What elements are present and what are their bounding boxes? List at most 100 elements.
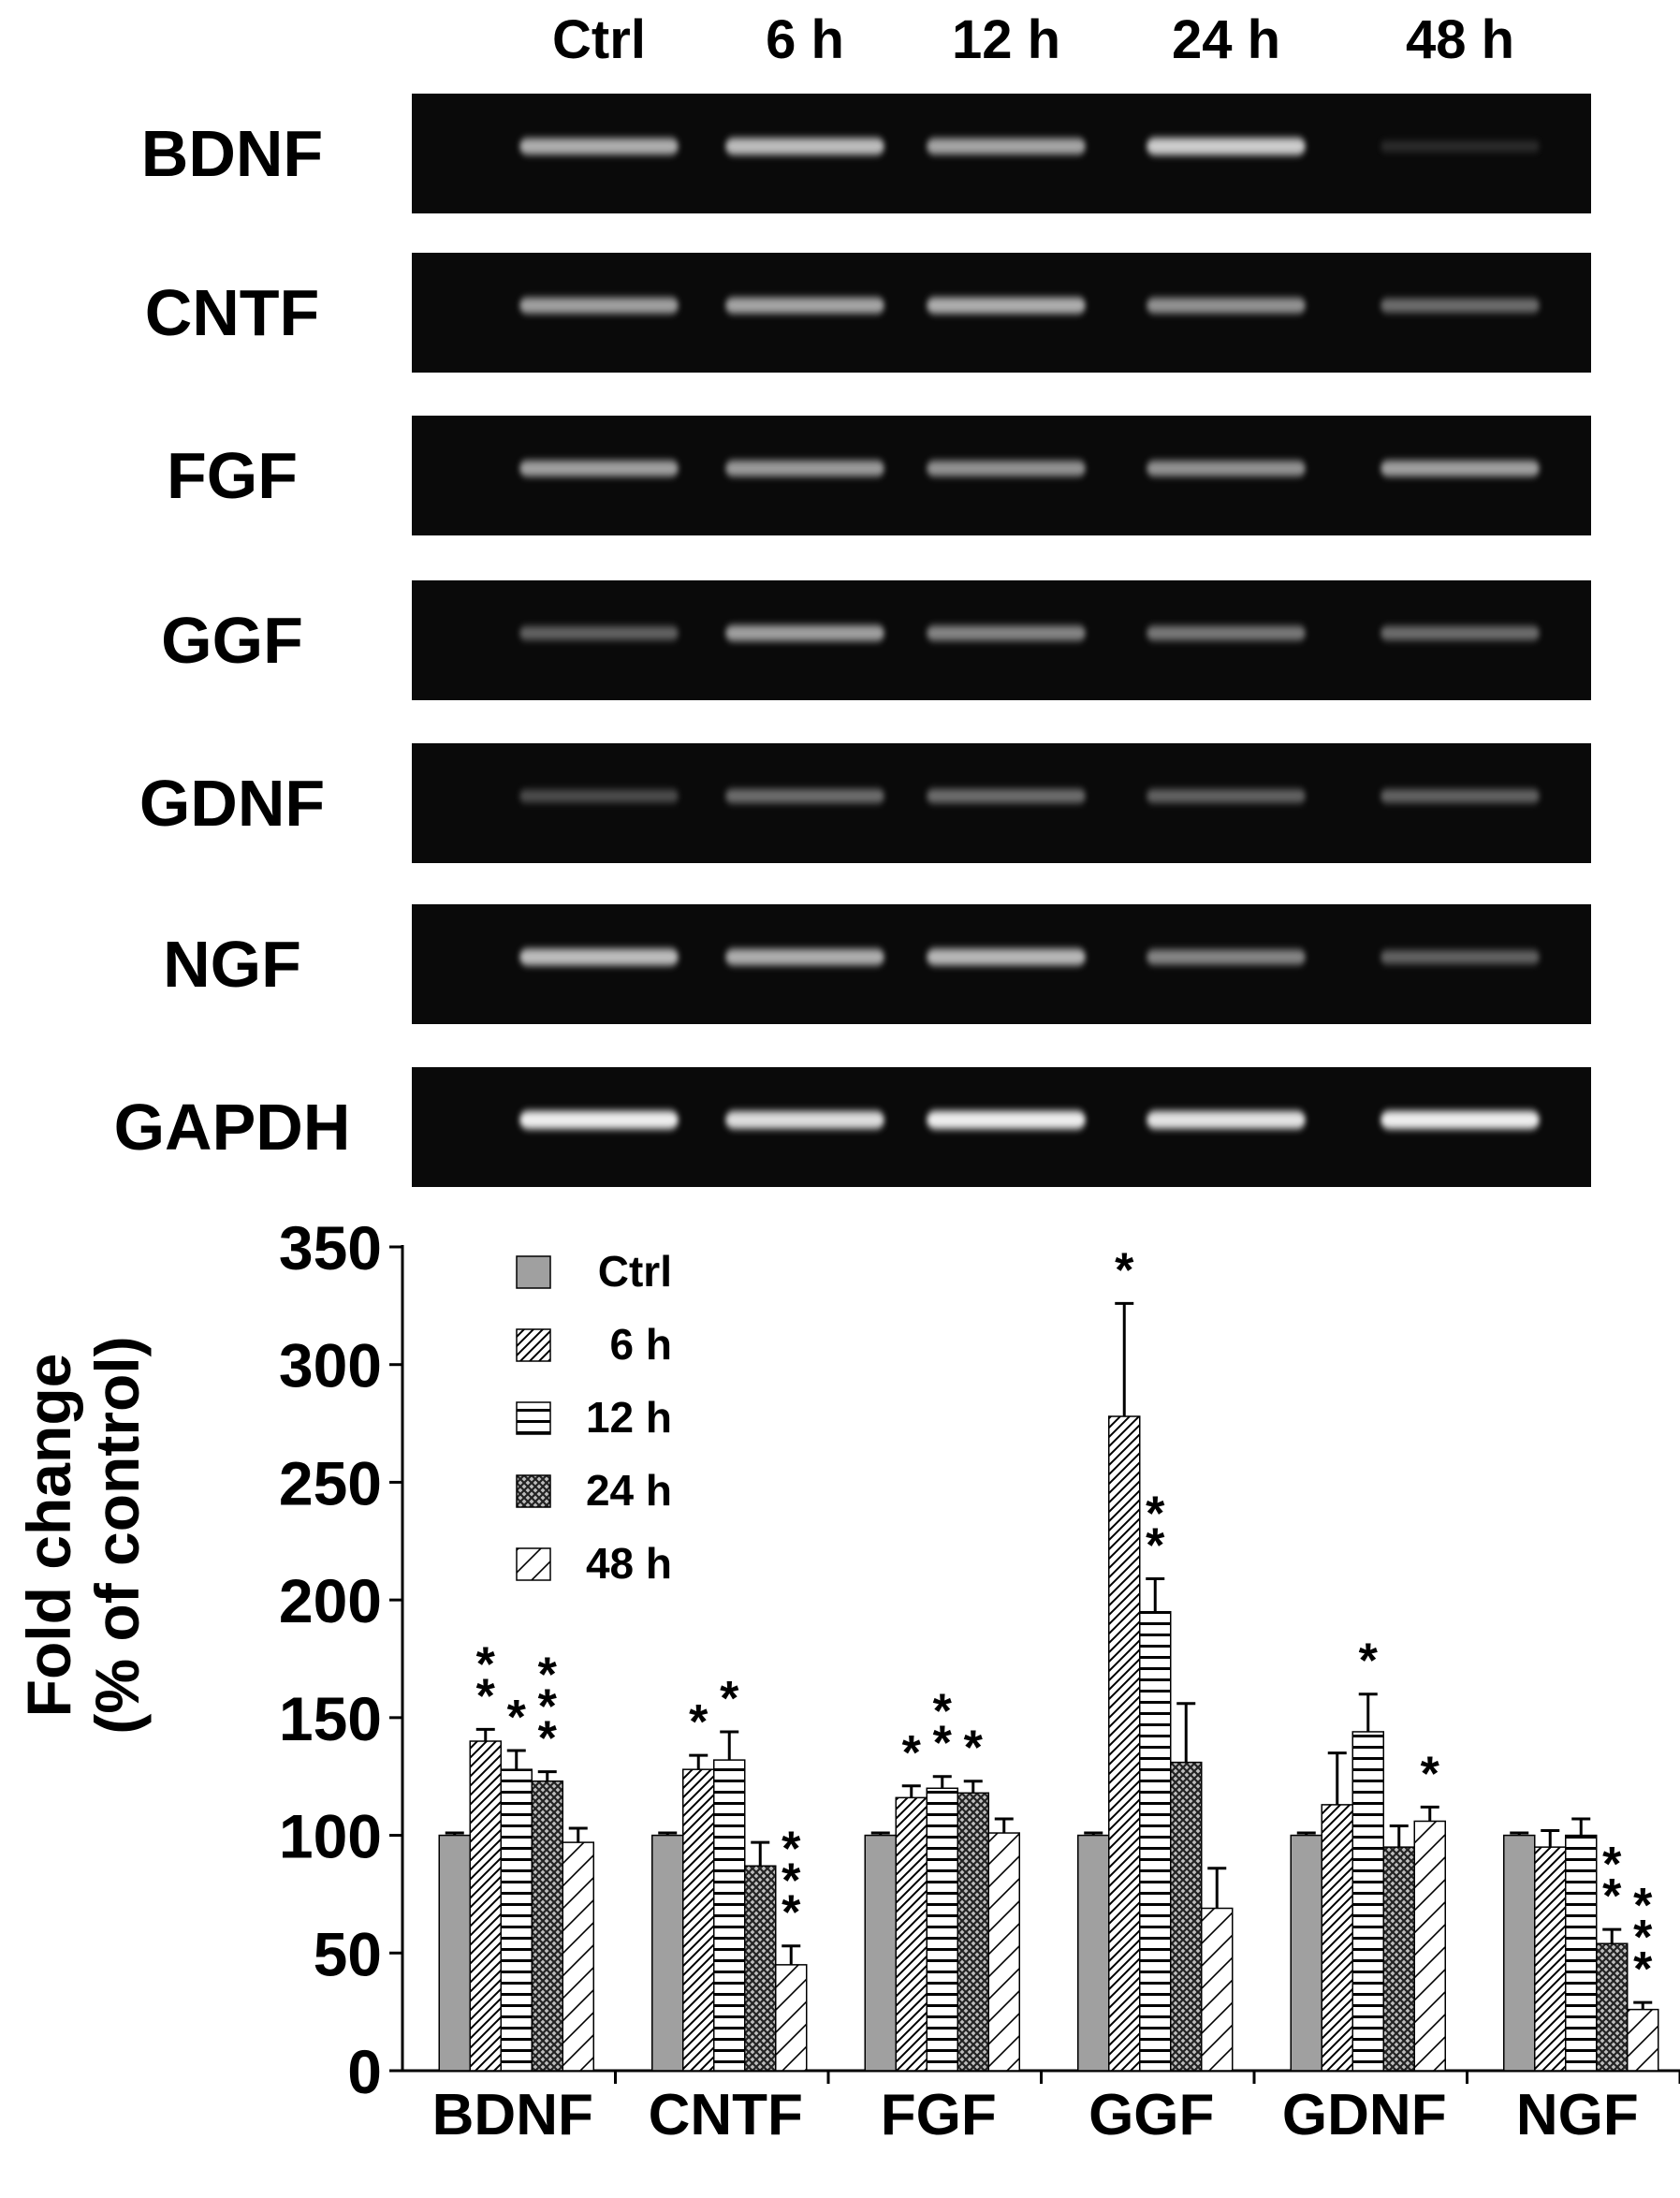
gel-lane-label: 6 h: [766, 9, 844, 70]
gel-band: [1381, 1110, 1540, 1130]
legend-label: 12 h: [586, 1393, 672, 1442]
y-tick-label: 350: [279, 1213, 382, 1282]
gel-band: [1147, 625, 1306, 641]
bar-12h: [926, 1787, 958, 2072]
bar-12h: [1565, 1834, 1598, 2072]
gel-row-label: GDNF: [139, 767, 325, 840]
bar-48h: [987, 1832, 1020, 2072]
error-bars: [445, 1301, 1653, 2010]
bar-24h: [1382, 1846, 1415, 2072]
gel-band: [927, 1110, 1086, 1130]
bar-24h: [1170, 1761, 1203, 2072]
legend-item: 12 h: [516, 1393, 672, 1442]
significance-mark: *: [1602, 1838, 1622, 1892]
gel-lane-labels: Ctrl 6 h 12 h 24 h 48 h: [552, 9, 1514, 70]
significance-mark: *: [1421, 1747, 1440, 1801]
bar-48h: [1201, 1907, 1234, 2072]
bar-ctrl: [1290, 1834, 1322, 2072]
bar-ctrl: [1077, 1834, 1110, 2072]
bar-6h: [895, 1796, 928, 2072]
gel-band: [725, 788, 884, 803]
bar-48h: [562, 1841, 594, 2072]
y-tick-label: 150: [279, 1684, 382, 1753]
bar-ctrl: [864, 1834, 897, 2072]
gel-lane-label: 12 h: [952, 9, 1060, 70]
gel-band: [519, 1110, 679, 1130]
gel-band: [927, 461, 1086, 476]
gel-lane-label: 24 h: [1172, 9, 1280, 70]
significance-mark: *: [1633, 1942, 1653, 1997]
gel-band: [1147, 949, 1306, 965]
significance-mark: *: [1115, 1243, 1134, 1297]
gel-row-gapdh: GAPDH: [114, 1067, 1591, 1187]
gel-band: [1147, 1110, 1306, 1129]
gel-band: [519, 948, 679, 966]
significance-mark: *: [538, 1680, 558, 1735]
legend: Ctrl 6 h 12 h 24 h 48 h: [516, 1247, 672, 1588]
x-tick-label: BDNF: [432, 2083, 593, 2147]
significance-marks: ** **** * ******* ******** ***: [476, 1243, 1654, 1997]
gel-band: [725, 297, 884, 314]
bar-series: [438, 1415, 1659, 2072]
bar-12h: [1139, 1610, 1172, 2072]
significance-mark: *: [1146, 1519, 1165, 1574]
gel-band: [927, 788, 1086, 803]
x-tick-label: NGF: [1516, 2083, 1639, 2147]
gel-row-fgf: FGF: [167, 416, 1591, 535]
gel-row-label: CNTF: [145, 276, 320, 349]
bar-6h: [1534, 1846, 1567, 2072]
gel-band: [1381, 950, 1540, 964]
significance-mark: *: [933, 1685, 953, 1739]
gel-rows: BDNF CNTF FGF GGF GDNF NGF GAPDH: [114, 94, 1591, 1187]
y-tick-label: 250: [279, 1448, 382, 1517]
bar-6h: [469, 1740, 502, 2072]
gel-strip: [412, 743, 1591, 863]
gel-band: [1381, 140, 1540, 153]
gel-lane-label: Ctrl: [552, 9, 646, 70]
gel-band: [519, 297, 679, 314]
gel-row-label: GGF: [161, 604, 303, 677]
significance-mark: *: [538, 1648, 558, 1703]
significance-mark: *: [782, 1886, 801, 1941]
gel-row-ggf: GGF: [161, 580, 1591, 700]
gel-band: [725, 624, 884, 641]
gel-band: [1381, 625, 1540, 640]
gel-row-label: FGF: [167, 439, 298, 512]
bar-24h: [1596, 1942, 1629, 2072]
significance-mark: *: [1633, 1911, 1653, 1965]
significance-mark: *: [902, 1726, 922, 1780]
significance-mark: *: [720, 1672, 739, 1726]
gel-band: [1381, 460, 1540, 476]
significance-mark: *: [964, 1722, 984, 1776]
legend-swatch: [516, 1401, 551, 1435]
significance-mark: *: [1146, 1487, 1165, 1542]
gel-band: [519, 460, 679, 476]
gel-band: [927, 948, 1086, 966]
legend-label: Ctrl: [598, 1247, 672, 1296]
bar-48h: [775, 1964, 808, 2072]
legend-item: 6 h: [516, 1320, 672, 1369]
gel-band: [1147, 461, 1306, 476]
legend-item: Ctrl: [516, 1247, 672, 1296]
significance-mark: *: [507, 1691, 527, 1745]
gel-band: [725, 1110, 884, 1129]
gel-band: [519, 789, 679, 803]
bar-12h: [713, 1759, 746, 2072]
y-tick-label: 300: [279, 1331, 382, 1400]
legend-label: 48 h: [586, 1539, 672, 1588]
bar-48h: [1413, 1820, 1446, 2072]
bar-ctrl: [438, 1834, 471, 2072]
bar-chart: 0 50 100 150 200 250 300 350 BDNF CNTF FGF GGF GDNF…: [14, 1213, 1680, 2147]
gel-band: [927, 297, 1086, 315]
legend-swatch: [516, 1328, 551, 1362]
legend-swatch: [516, 1547, 551, 1581]
bar-24h: [744, 1865, 777, 2072]
gel-band: [725, 948, 884, 966]
gel-band: [927, 138, 1086, 154]
gel-band: [1381, 789, 1540, 803]
x-tick-label: FGF: [881, 2083, 997, 2147]
significance-mark: *: [1359, 1634, 1379, 1689]
significance-mark: *: [933, 1717, 953, 1771]
significance-mark: *: [689, 1695, 709, 1750]
bar-6h: [1108, 1415, 1141, 2072]
